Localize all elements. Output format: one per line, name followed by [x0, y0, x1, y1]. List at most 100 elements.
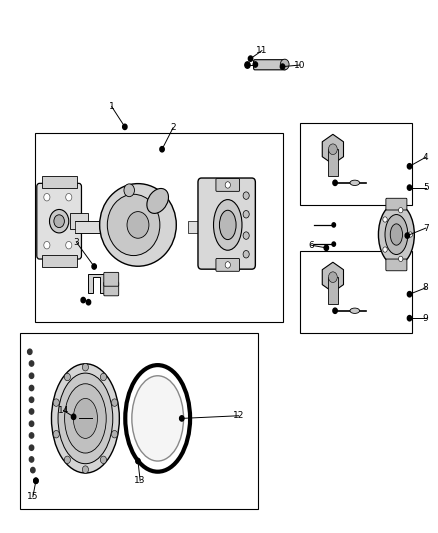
FancyBboxPatch shape — [198, 178, 255, 269]
Circle shape — [407, 292, 412, 297]
Circle shape — [92, 264, 96, 269]
Text: 3: 3 — [74, 238, 80, 247]
Circle shape — [100, 373, 106, 381]
Circle shape — [399, 207, 403, 213]
Circle shape — [81, 297, 85, 303]
Ellipse shape — [73, 399, 97, 438]
Ellipse shape — [64, 384, 106, 453]
Circle shape — [243, 232, 249, 239]
Text: 7: 7 — [423, 224, 429, 232]
Circle shape — [86, 300, 91, 305]
Text: 10: 10 — [294, 61, 306, 69]
Circle shape — [332, 223, 336, 227]
Circle shape — [245, 62, 250, 68]
Circle shape — [253, 62, 258, 67]
Circle shape — [64, 456, 71, 464]
Bar — [328, 277, 338, 304]
Circle shape — [82, 466, 88, 473]
Text: 6: 6 — [308, 241, 314, 249]
Circle shape — [29, 445, 34, 450]
Ellipse shape — [107, 195, 160, 256]
Ellipse shape — [132, 376, 184, 461]
Circle shape — [71, 414, 76, 419]
Circle shape — [29, 361, 34, 366]
Circle shape — [225, 262, 230, 268]
Text: 11: 11 — [256, 46, 268, 55]
Circle shape — [399, 256, 403, 262]
Circle shape — [243, 192, 249, 199]
Circle shape — [328, 272, 337, 282]
Circle shape — [29, 421, 34, 426]
Circle shape — [124, 184, 134, 197]
Circle shape — [407, 316, 412, 321]
Circle shape — [243, 211, 249, 218]
Circle shape — [112, 431, 118, 438]
Text: 13: 13 — [134, 477, 146, 485]
Circle shape — [34, 478, 38, 483]
Ellipse shape — [125, 365, 190, 472]
Bar — [188, 221, 221, 233]
Circle shape — [44, 193, 50, 201]
Circle shape — [29, 397, 34, 402]
Text: 2: 2 — [170, 124, 176, 132]
Ellipse shape — [99, 183, 176, 266]
Circle shape — [243, 251, 249, 258]
Circle shape — [136, 458, 140, 464]
Text: 8: 8 — [423, 284, 429, 292]
FancyBboxPatch shape — [216, 259, 240, 271]
Circle shape — [44, 241, 50, 249]
Circle shape — [112, 399, 118, 406]
Circle shape — [82, 364, 88, 371]
Circle shape — [408, 232, 413, 237]
Circle shape — [29, 373, 34, 378]
Circle shape — [383, 247, 387, 252]
Ellipse shape — [147, 189, 169, 213]
FancyBboxPatch shape — [254, 60, 286, 70]
Text: 4: 4 — [423, 153, 428, 161]
Bar — [300, 251, 412, 333]
Circle shape — [333, 180, 337, 185]
Circle shape — [53, 399, 59, 406]
Ellipse shape — [214, 200, 242, 251]
Text: 9: 9 — [423, 314, 429, 322]
Circle shape — [127, 212, 149, 238]
Circle shape — [34, 478, 38, 483]
Circle shape — [64, 373, 71, 381]
Circle shape — [100, 456, 106, 464]
FancyBboxPatch shape — [37, 183, 81, 259]
Bar — [42, 176, 77, 188]
Ellipse shape — [385, 214, 408, 255]
Circle shape — [29, 385, 34, 391]
Circle shape — [383, 217, 387, 222]
Text: 5: 5 — [423, 183, 429, 192]
Circle shape — [28, 349, 32, 354]
Circle shape — [407, 164, 412, 169]
Circle shape — [407, 185, 412, 190]
Circle shape — [66, 241, 72, 249]
Circle shape — [332, 242, 336, 246]
Circle shape — [160, 147, 164, 152]
Circle shape — [53, 431, 59, 438]
Circle shape — [54, 215, 64, 228]
Bar — [75, 221, 117, 233]
Bar — [20, 333, 258, 509]
Circle shape — [66, 193, 72, 201]
Circle shape — [29, 433, 34, 438]
Circle shape — [405, 233, 410, 238]
Bar — [35, 133, 283, 322]
Text: 14: 14 — [58, 406, 69, 415]
FancyBboxPatch shape — [386, 259, 407, 271]
Text: 15: 15 — [27, 492, 39, 501]
Circle shape — [324, 245, 328, 251]
Text: 12: 12 — [233, 411, 244, 420]
Bar — [70, 213, 88, 229]
Text: 1: 1 — [109, 102, 115, 111]
Ellipse shape — [390, 224, 403, 245]
Ellipse shape — [350, 180, 360, 185]
Circle shape — [333, 308, 337, 313]
Circle shape — [31, 467, 35, 473]
Ellipse shape — [378, 204, 414, 265]
Circle shape — [180, 416, 184, 421]
FancyBboxPatch shape — [386, 198, 407, 210]
Polygon shape — [88, 274, 104, 293]
